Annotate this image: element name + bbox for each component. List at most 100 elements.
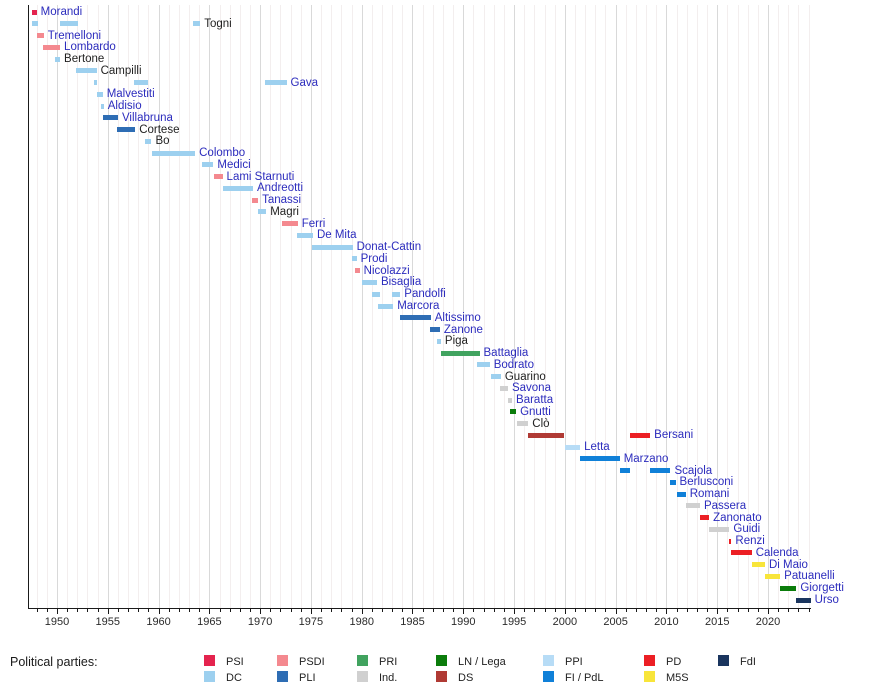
minister-label-malvestiti[interactable]: Malvestiti (106, 88, 155, 101)
minister-label-andreotti[interactable]: Andreotti (257, 182, 304, 195)
gridline-1952 (77, 5, 79, 608)
minister-label-ferri[interactable]: Ferri (301, 217, 326, 230)
axis-tick-1996 (524, 609, 526, 612)
minister-label-gava[interactable]: Gava (290, 76, 319, 89)
term-bar-aldisio-dc (100, 103, 104, 109)
axis-tick-2023 (798, 609, 800, 612)
minister-label-scajola[interactable]: Scajola (674, 464, 713, 477)
minister-label-di-maio[interactable]: Di Maio (768, 558, 808, 571)
minister-label-de-mita[interactable]: De Mita (316, 229, 357, 242)
axis-tick-1984 (402, 609, 404, 612)
minister-label-urso[interactable]: Urso (814, 594, 839, 606)
axis-tick-1983 (392, 609, 394, 612)
minister-label-donat-cattin[interactable]: Donat-Cattin (356, 241, 422, 254)
minister-label-savona[interactable]: Savona (511, 382, 551, 395)
minister-label-renzi[interactable]: Renzi (735, 535, 765, 548)
term-bar-baratta-ind (507, 397, 513, 403)
gridline-1991 (473, 5, 475, 608)
axis-tick-label-1980: 1980 (349, 616, 374, 628)
term-bar-andreotti-dc (222, 185, 254, 191)
gridline-1949 (46, 5, 48, 608)
minister-label-colombo[interactable]: Colombo (199, 147, 246, 160)
axis-tick-label-1970: 1970 (247, 616, 273, 628)
term-bar-villabruna-pli (102, 115, 118, 121)
minister-label-gnutti[interactable]: Gnutti (520, 405, 551, 418)
minister-label-romani[interactable]: Romani (689, 488, 730, 501)
minister-label-morandi[interactable]: Morandi (40, 6, 83, 18)
gridline-1985 (412, 5, 414, 608)
axis-tick-2020 (767, 609, 769, 614)
axis-tick-1965 (209, 609, 211, 614)
minister-label-letta[interactable]: Letta (584, 441, 610, 454)
axis-tick-2016 (727, 609, 729, 612)
axis-tick-1986 (422, 609, 424, 612)
minister-label-marcora[interactable]: Marcora (397, 300, 440, 312)
legend-swatch-fi-pdl (543, 671, 554, 682)
minister-label-prodi[interactable]: Prodi (360, 252, 388, 265)
gridline-2002 (585, 5, 587, 608)
gridline-2021 (778, 5, 780, 608)
axis-tick-1979 (351, 609, 353, 612)
minister-label-aldisio[interactable]: Aldisio (107, 100, 142, 113)
axis-tick-2001 (575, 609, 576, 612)
minister-label-altissimo[interactable]: Altissimo (434, 311, 481, 324)
legend-swatch-ln-lega (436, 655, 447, 666)
minister-label-calenda[interactable]: Calenda (755, 546, 799, 559)
gridline-1996 (524, 5, 526, 608)
term-bar-bersani-pd (629, 432, 651, 438)
legend-swatch-psi (204, 655, 215, 666)
minister-label-zanonato[interactable]: Zanonato (713, 511, 762, 524)
minister-label-tanassi[interactable]: Tanassi (262, 194, 302, 207)
gridline-1959 (148, 5, 150, 608)
axis-tick-1977 (331, 609, 333, 612)
term-bar-lami-starnuti-psdi (214, 174, 223, 180)
axis-tick-label-1985: 1985 (400, 616, 425, 628)
axis-tick-2009 (656, 609, 658, 612)
minister-label-baratta[interactable]: Baratta (516, 394, 554, 407)
legend-heading: Political parties: (10, 655, 98, 669)
legend-swatch-dc (204, 671, 215, 682)
minister-label-marzano[interactable]: Marzano (623, 452, 669, 465)
minister-label-bisaglia[interactable]: Bisaglia (380, 276, 422, 289)
minister-label-nicolazzi[interactable]: Nicolazzi (363, 264, 410, 277)
axis-tick-2012 (686, 609, 688, 612)
term-bar-renzi-pd (729, 538, 732, 544)
minister-label-villabruna[interactable]: Villabruna (121, 111, 173, 124)
minister-label-patuanelli[interactable]: Patuanelli (784, 570, 835, 583)
gridline-1997 (534, 5, 536, 608)
axis-tick-1957 (128, 609, 130, 612)
gridline-2018 (747, 5, 749, 608)
axis-tick-1994 (503, 609, 505, 612)
gridline-1962 (178, 5, 180, 608)
minister-label-guidi[interactable]: Guidi (733, 523, 761, 536)
gridline-2013 (696, 5, 698, 608)
axis-tick-label-1995: 1995 (501, 616, 527, 628)
minister-label-passera[interactable]: Passera (703, 499, 747, 512)
minister-label-tremelloni[interactable]: Tremelloni (47, 29, 102, 42)
minister-label-bersani[interactable]: Bersani (654, 429, 694, 442)
minister-label-berlusconi[interactable]: Berlusconi (679, 476, 734, 489)
axis-tick-1975 (310, 609, 312, 614)
axis-tick-1981 (371, 609, 373, 612)
gridline-1976 (321, 5, 323, 608)
minister-label-medici[interactable]: Medici (217, 158, 251, 171)
axis-tick-2003 (595, 609, 597, 612)
minister-label-lombardo[interactable]: Lombardo (64, 41, 116, 54)
legend-label-m5s: M5S (666, 672, 689, 684)
axis-tick-1949 (46, 609, 48, 612)
minister-label-giorgetti[interactable]: Giorgetti (800, 582, 844, 595)
minister-label-lami-starnuti[interactable]: Lami Starnuti (226, 170, 295, 183)
axis-tick-1993 (493, 609, 495, 612)
term-bar-di-maio-m5s (751, 562, 765, 568)
term-bar-ferri-psdi (282, 221, 298, 227)
axis-tick-1958 (138, 609, 140, 612)
minister-label-zanone[interactable]: Zanone (443, 323, 483, 336)
axis-tick-1995 (514, 609, 516, 614)
minister-label-bodrato[interactable]: Bodrato (493, 358, 534, 371)
minister-label-battaglia[interactable]: Battaglia (483, 347, 529, 360)
minister-label-pandolfi[interactable]: Pandolfi (404, 288, 446, 301)
axis-tick-2006 (625, 609, 627, 612)
legend-label-fdi: FdI (740, 656, 756, 668)
term-bar-medici-dc (202, 162, 214, 168)
minister-label-cl-: Clò (532, 417, 550, 430)
